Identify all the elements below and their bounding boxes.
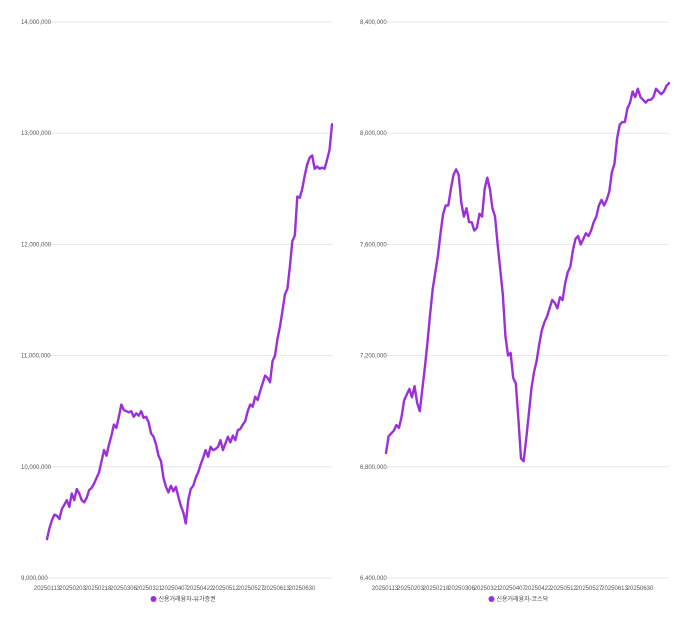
y-tick-label: 6,800,000 [360,465,387,471]
y-tick-label: 9,000,000 [21,576,48,582]
y-tick-label: 13,000,000 [21,131,52,137]
x-tick-label: 20250422 [525,586,552,592]
y-tick-label: 11,000,000 [21,354,51,360]
x-tick-label: 20250613 [601,586,628,592]
y-tick-label: 14,000,000 [21,20,52,26]
x-tick-label: 20250407 [499,586,526,592]
x-tick-label: 20250407 [161,586,188,592]
x-tick-label: 20250218 [85,586,112,592]
legend-marker [150,596,157,602]
x-tick-label: 20250113 [372,586,399,592]
x-tick-label: 20250512 [550,586,577,592]
x-tick-label: 20250203 [397,586,424,592]
legend-label: 신용거래융자-유가증권 [159,595,216,603]
x-tick-label: 20250630 [289,586,316,592]
x-tick-label: 20250321 [136,586,163,592]
legend-marker [488,596,495,602]
chart-2: 6,400,000 6,800,000 7,200,000 7,600,000 8,00… [360,20,671,603]
y-tick-label: 7,200,000 [360,354,387,360]
x-tick-label: 20250512 [212,586,239,592]
series-line [45,123,334,541]
series-line [384,81,671,463]
x-tick-label: 20250613 [263,586,290,592]
x-tick-label: 20250218 [423,586,450,592]
x-tick-label: 20250527 [576,586,603,592]
y-tick-label: 7,600,000 [360,242,387,248]
y-tick-label: 8,400,000 [360,20,387,26]
legend[interactable]: 신용거래융자-유가증권 [150,595,216,603]
y-tick-label: 6,400,000 [360,576,387,582]
y-tick-label: 10,000,000 [21,465,52,471]
x-tick-label: 20250630 [627,586,654,592]
x-tick-label: 20250203 [59,586,86,592]
y-tick-label: 8,000,000 [360,131,387,137]
x-tick-label: 20250422 [187,586,214,592]
legend-label: 신용거래융자-코스닥 [497,595,549,603]
y-tick-label: 12,000,000 [21,242,52,248]
x-tick-label: 20250306 [448,586,475,592]
x-tick-label: 20250306 [110,586,137,592]
x-tick-label: 20250321 [474,586,501,592]
x-tick-label: 20250527 [238,586,265,592]
chart-1: 9,000,000 10,000,000 11,000,000 12,000,000 1… [21,20,334,603]
legend[interactable]: 신용거래융자-코스닥 [488,595,549,603]
x-tick-label: 20250113 [34,586,61,592]
